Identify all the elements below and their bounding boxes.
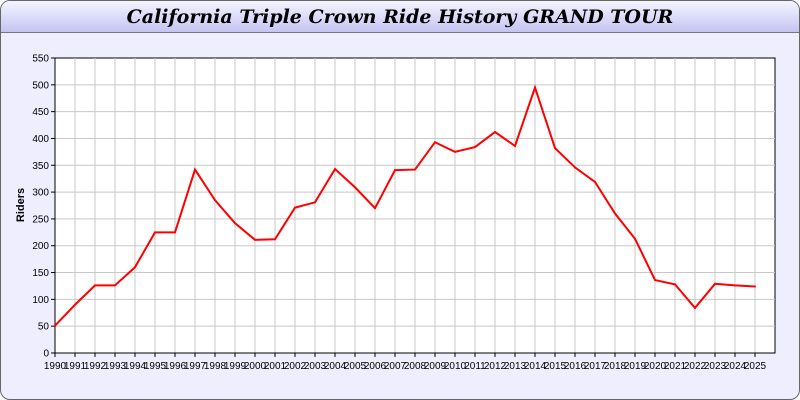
x-tick-label: 2007 — [384, 361, 407, 372]
x-tick-label: 1999 — [224, 361, 247, 372]
data-point — [494, 131, 496, 134]
y-tick-label: 0 — [43, 349, 49, 360]
data-point — [54, 324, 56, 327]
data-point — [754, 285, 756, 288]
data-point — [334, 168, 336, 171]
x-tick-label: 2009 — [424, 361, 447, 372]
x-tick-label: 2020 — [644, 361, 667, 372]
data-point — [714, 282, 716, 285]
x-tick-label: 2017 — [584, 361, 607, 372]
x-tick-label: 2002 — [284, 361, 307, 372]
y-axis-label: Riders — [15, 188, 27, 222]
y-tick-label: 300 — [32, 188, 49, 199]
x-tick-label: 1996 — [164, 361, 187, 372]
data-point — [94, 284, 96, 287]
x-tick-label: 2000 — [244, 361, 267, 372]
data-point — [694, 306, 696, 309]
data-point — [734, 284, 736, 287]
data-point — [574, 166, 576, 169]
x-tick-label: 1994 — [124, 361, 147, 372]
y-tick-label: 400 — [32, 134, 49, 145]
x-tick-label: 1997 — [184, 361, 207, 372]
y-tick-label: 200 — [32, 241, 49, 252]
x-tick-label: 2001 — [264, 361, 287, 372]
data-point — [114, 284, 116, 287]
data-point — [654, 279, 656, 282]
title-bar: California Triple Crown Ride History GRA… — [1, 1, 799, 33]
x-tick-label: 2010 — [444, 361, 467, 372]
data-point — [234, 222, 236, 225]
data-point — [194, 168, 196, 171]
x-tick-label: 2019 — [624, 361, 647, 372]
data-point — [594, 180, 596, 183]
x-tick-label: 2015 — [544, 361, 567, 372]
x-tick-label: 2012 — [484, 361, 507, 372]
x-tick-label: 2023 — [704, 361, 727, 372]
data-point — [414, 168, 416, 171]
x-tick-label: 2025 — [744, 361, 767, 372]
x-tick-label: 2011 — [464, 361, 486, 372]
x-tick-label: 1991 — [64, 361, 87, 372]
y-tick-label: 350 — [32, 161, 49, 172]
data-point — [254, 238, 256, 241]
data-point — [514, 144, 516, 147]
data-point — [314, 201, 316, 204]
data-point — [174, 231, 176, 234]
data-point — [274, 238, 276, 241]
y-tick-label: 100 — [32, 295, 49, 306]
data-point — [74, 303, 76, 306]
data-point — [674, 283, 676, 286]
x-tick-label: 1993 — [104, 361, 127, 372]
x-tick-label: 1992 — [84, 361, 107, 372]
chart-title: California Triple Crown Ride History GRA… — [126, 6, 674, 28]
data-point — [474, 146, 476, 149]
x-tick-label: 1998 — [204, 361, 227, 372]
data-point — [154, 231, 156, 234]
data-point — [214, 199, 216, 202]
data-point — [554, 147, 556, 150]
x-tick-label: 2016 — [564, 361, 587, 372]
x-tick-label: 1995 — [144, 361, 167, 372]
y-tick-label: 50 — [38, 322, 50, 333]
x-tick-label: 2021 — [664, 361, 687, 372]
data-point — [434, 141, 436, 144]
data-point — [634, 237, 636, 240]
x-tick-label: 2018 — [604, 361, 627, 372]
x-tick-label: 2004 — [324, 361, 347, 372]
y-tick-label: 550 — [32, 54, 49, 65]
data-point — [394, 169, 396, 172]
x-tick-label: 2013 — [504, 361, 527, 372]
y-tick-label: 150 — [32, 268, 49, 279]
data-point — [374, 207, 376, 210]
x-tick-label: 2008 — [404, 361, 427, 372]
x-tick-label: 2005 — [344, 361, 367, 372]
x-tick-label: 2003 — [304, 361, 327, 372]
x-tick-label: 2022 — [684, 361, 707, 372]
data-point — [354, 186, 356, 189]
x-tick-label: 2014 — [524, 361, 547, 372]
data-point — [134, 266, 136, 269]
data-point — [294, 206, 296, 209]
data-point — [534, 86, 536, 89]
y-tick-label: 250 — [32, 214, 49, 225]
y-tick-label: 500 — [32, 80, 49, 91]
x-tick-label: 1990 — [44, 361, 67, 372]
x-tick-label: 2024 — [724, 361, 747, 372]
data-point — [454, 150, 456, 153]
riders-series-line — [54, 84, 756, 327]
y-tick-label: 450 — [32, 107, 49, 118]
data-point — [614, 212, 616, 215]
x-tick-label: 2006 — [364, 361, 387, 372]
